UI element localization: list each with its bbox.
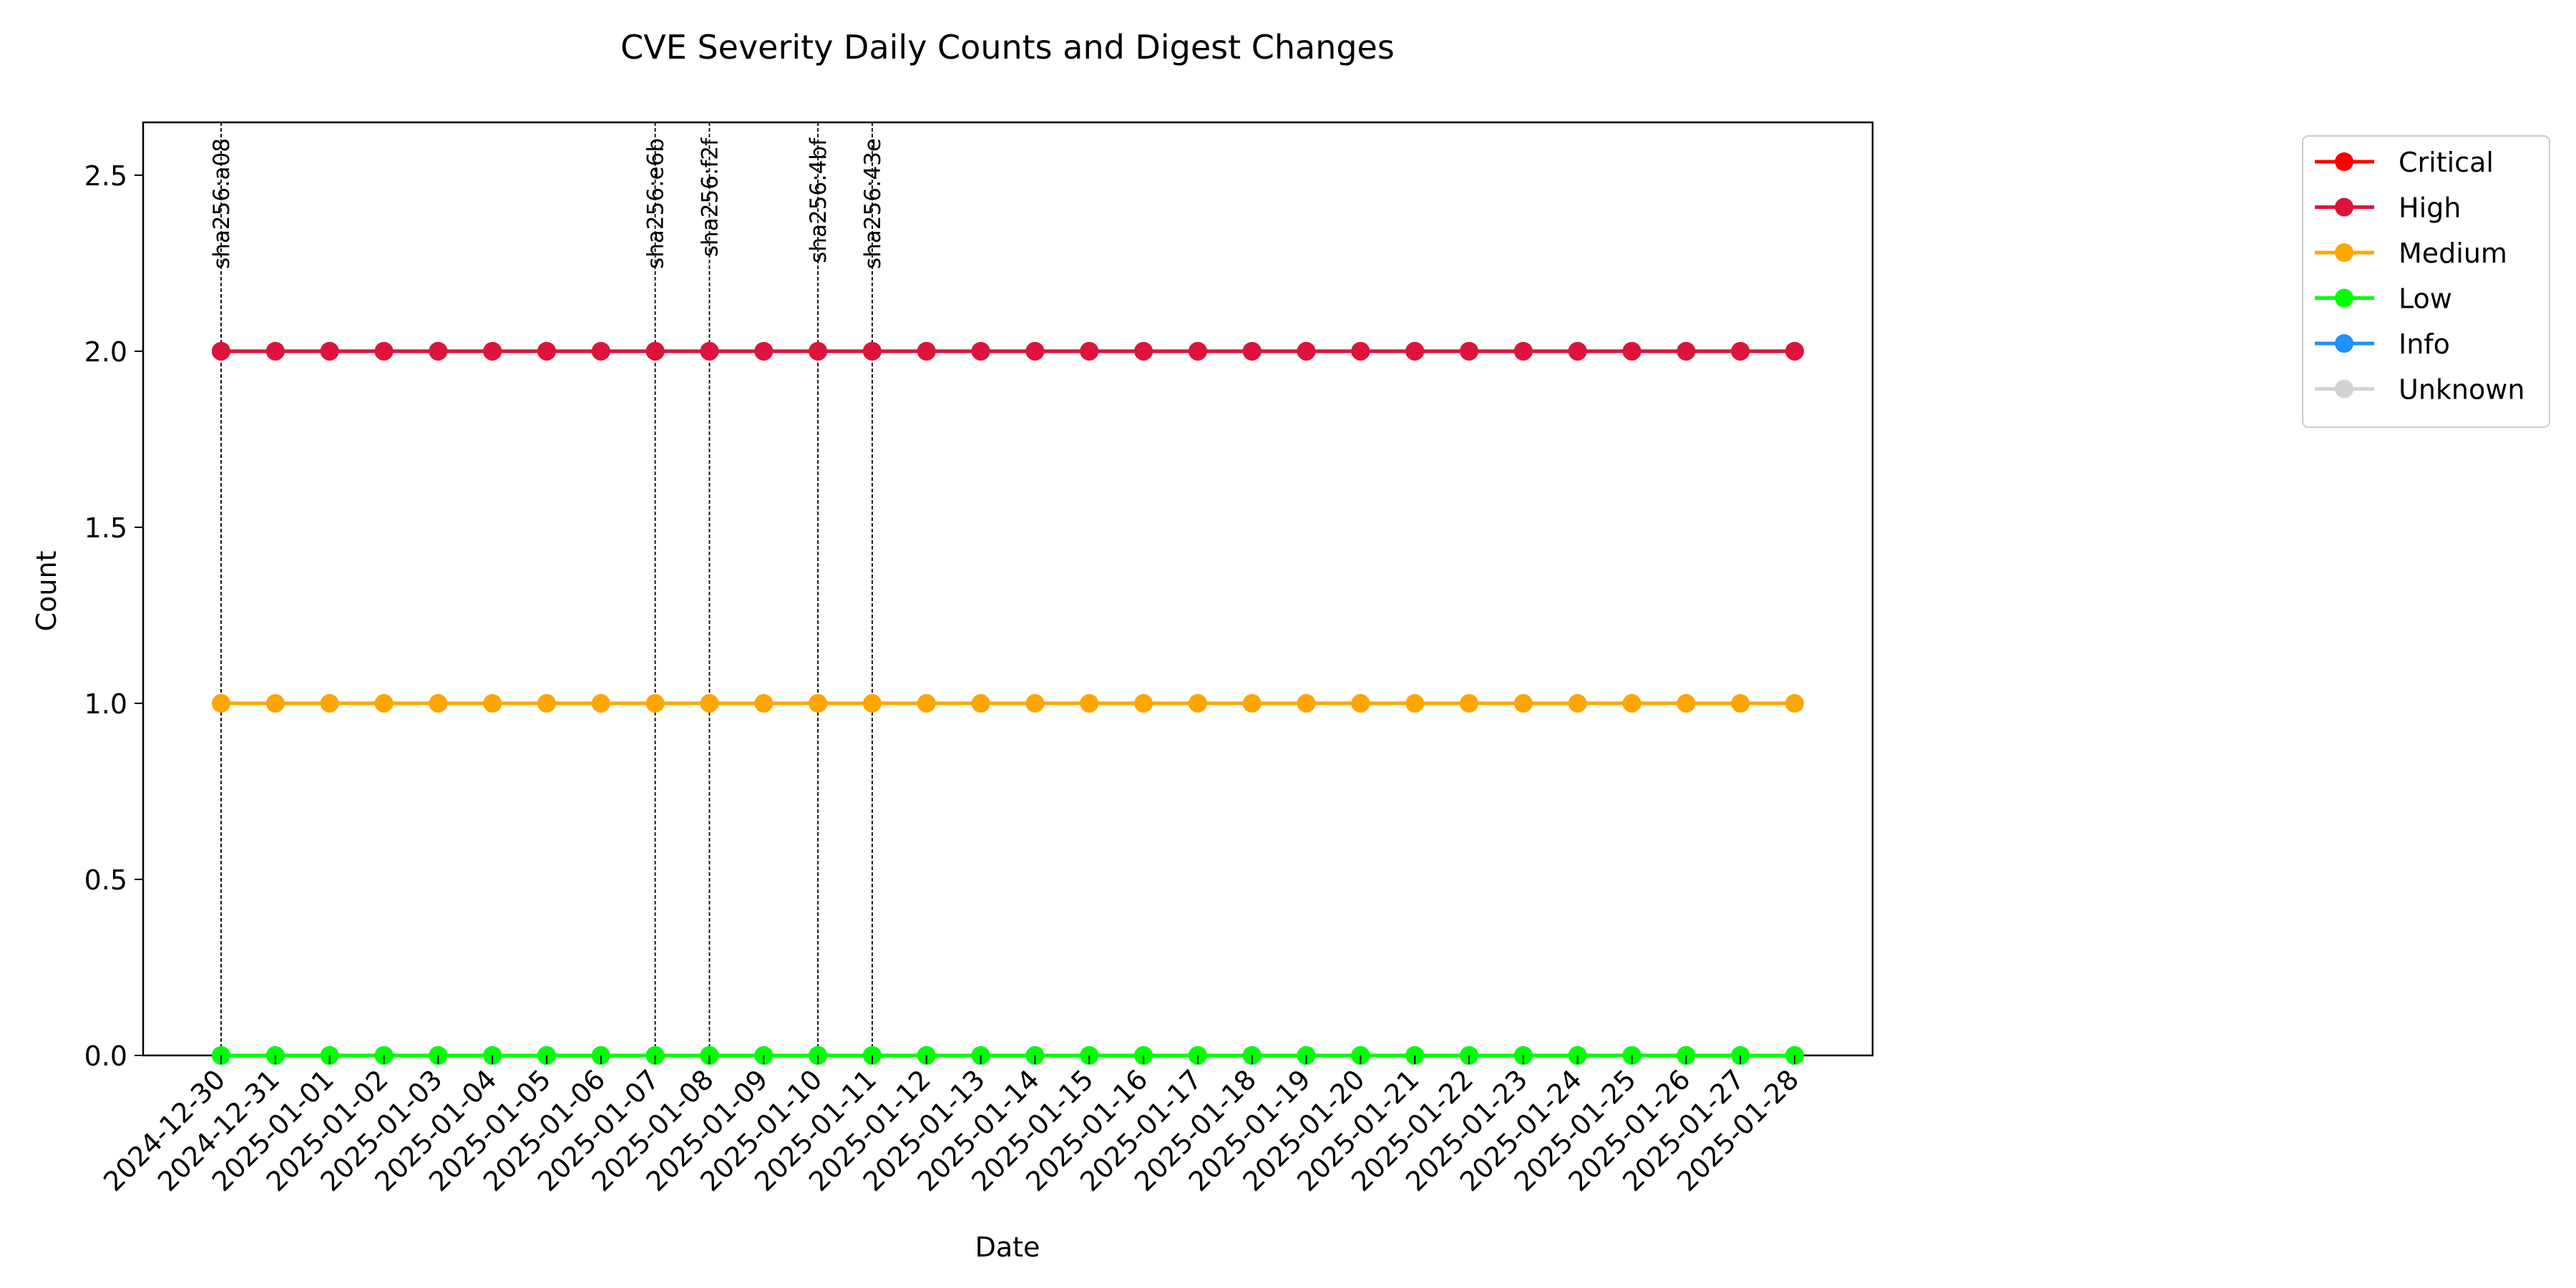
- y-axis: 0.0 0.5 1.0 1.5 2.0 2.5: [84, 160, 143, 1072]
- data-point-medium: [862, 693, 882, 713]
- data-point-medium: [1297, 693, 1316, 713]
- data-point-high: [1622, 341, 1641, 361]
- data-point-medium: [1731, 693, 1750, 713]
- data-point-medium: [1188, 693, 1207, 713]
- data-point-high: [700, 341, 719, 361]
- legend-marker-low: [2335, 288, 2353, 308]
- data-point-medium: [429, 693, 448, 713]
- data-point-high: [429, 341, 448, 361]
- data-point-medium: [1460, 693, 1479, 713]
- digest-change-label: sha256:43e: [860, 138, 886, 269]
- data-point-high: [971, 341, 990, 361]
- data-point-medium: [483, 693, 502, 713]
- data-point-high: [1351, 341, 1370, 361]
- y-tick-label: 2.5: [84, 160, 127, 192]
- data-point-medium: [265, 693, 285, 713]
- chart-title: CVE Severity Daily Counts and Digest Cha…: [620, 28, 1395, 67]
- x-axis-label: Date: [975, 1231, 1040, 1263]
- data-point-medium: [212, 693, 230, 713]
- data-point-medium: [1080, 693, 1099, 713]
- data-point-medium: [374, 693, 394, 713]
- data-point-medium: [1242, 693, 1262, 713]
- data-point-high: [1513, 341, 1533, 361]
- data-point-high: [1568, 341, 1587, 361]
- data-point-high: [265, 341, 285, 361]
- y-tick-label: 2.0: [84, 336, 127, 368]
- x-axis: 2024-12-302024-12-312025-01-012025-01-02…: [97, 1055, 1805, 1198]
- data-point-medium: [1351, 693, 1370, 713]
- data-point-high: [320, 341, 339, 361]
- data-point-high: [1080, 341, 1099, 361]
- data-point-medium: [1568, 693, 1587, 713]
- data-point-medium: [537, 693, 556, 713]
- data-point-high: [1731, 341, 1750, 361]
- data-point-medium: [591, 693, 610, 713]
- data-point-high: [591, 341, 610, 361]
- data-point-medium: [754, 693, 774, 713]
- data-point-high: [1242, 341, 1262, 361]
- data-point-high: [1460, 341, 1479, 361]
- data-point-high: [374, 341, 394, 361]
- data-point-high: [862, 341, 882, 361]
- digest-change-label: sha256:e6b: [643, 138, 669, 269]
- data-point-medium: [1405, 693, 1425, 713]
- data-point-high: [212, 341, 230, 361]
- data-point-medium: [1513, 693, 1533, 713]
- legend-label-critical: Critical: [2399, 147, 2494, 178]
- data-point-medium: [645, 693, 665, 713]
- data-point-medium: [1677, 693, 1696, 713]
- data-point-medium: [1785, 693, 1804, 713]
- legend-marker-high: [2335, 197, 2353, 217]
- data-point-high: [1297, 341, 1316, 361]
- y-axis-label: Count: [31, 551, 62, 632]
- data-point-high: [917, 341, 936, 361]
- data-point-high: [1677, 341, 1696, 361]
- data-point-high: [1188, 341, 1207, 361]
- plot-area: sha256:a08 sha256:e6b sha256:f2f sha256:4bf…: [142, 121, 1874, 1065]
- legend-label-info: Info: [2399, 328, 2450, 360]
- y-tick-label: 1.0: [84, 688, 127, 720]
- legend: Critical High Medium Low Info Unknown: [2302, 135, 2550, 428]
- legend-label-high: High: [2399, 192, 2461, 224]
- legend-marker-critical: [2335, 152, 2353, 171]
- legend-marker-medium: [2335, 243, 2353, 262]
- data-point-medium: [320, 693, 339, 713]
- data-point-medium: [1622, 693, 1641, 713]
- digest-change-label: sha256:f2f: [697, 137, 723, 257]
- legend-label-medium: Medium: [2399, 238, 2507, 269]
- data-point-medium: [1134, 693, 1153, 713]
- data-point-medium: [917, 693, 936, 713]
- digest-change-label: sha256:a08: [209, 138, 235, 269]
- data-point-medium: [809, 693, 828, 713]
- data-point-high: [1405, 341, 1425, 361]
- plot-frame: [142, 121, 1874, 1057]
- legend-label-low: Low: [2399, 283, 2452, 315]
- y-tick-label: 0.5: [84, 864, 127, 896]
- data-point-medium: [1025, 693, 1045, 713]
- legend-marker-unknown: [2335, 379, 2353, 399]
- data-point-high: [1025, 341, 1045, 361]
- data-point-medium: [700, 693, 719, 713]
- y-tick-label: 1.5: [84, 512, 127, 544]
- data-point-high: [1785, 341, 1804, 361]
- legend-label-unknown: Unknown: [2399, 374, 2524, 406]
- data-point-high: [645, 341, 665, 361]
- data-point-high: [809, 341, 828, 361]
- data-point-medium: [971, 693, 990, 713]
- legend-marker-info: [2335, 334, 2353, 353]
- data-point-high: [754, 341, 774, 361]
- data-point-high: [1134, 341, 1153, 361]
- y-tick-label: 0.0: [84, 1040, 127, 1072]
- data-point-high: [483, 341, 502, 361]
- data-point-high: [537, 341, 556, 361]
- digest-change-label: sha256:4bf: [806, 137, 831, 263]
